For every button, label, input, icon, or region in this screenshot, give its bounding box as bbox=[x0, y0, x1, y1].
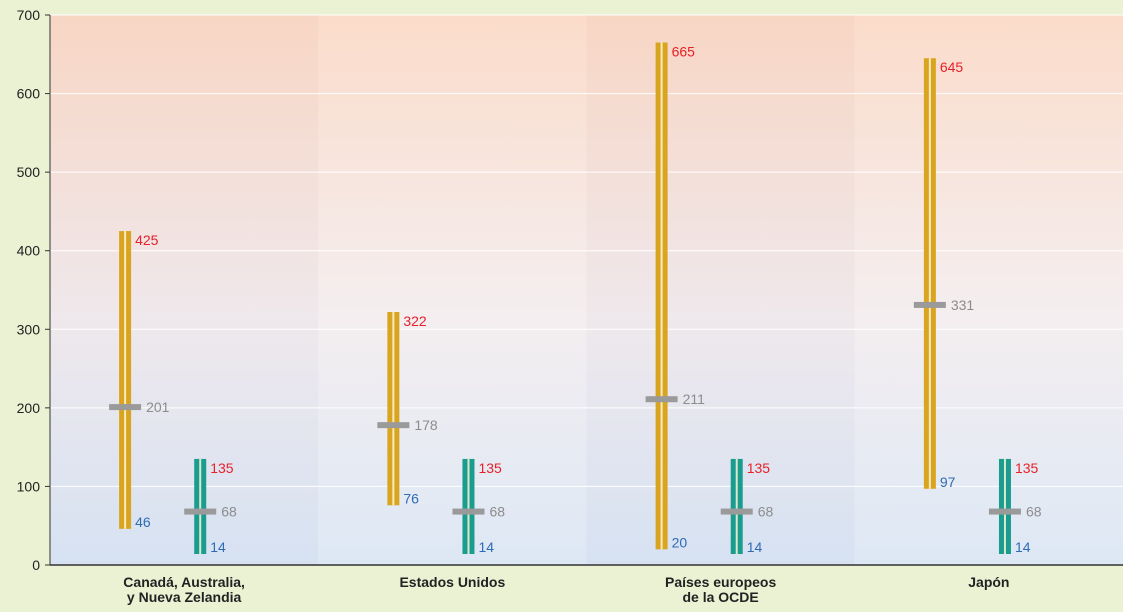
category-band bbox=[586, 15, 855, 565]
range-marks bbox=[109, 42, 1021, 554]
mid-value-label: 68 bbox=[1026, 504, 1042, 520]
mid-value-label: 68 bbox=[221, 504, 237, 520]
y-tick-label: 200 bbox=[17, 400, 41, 416]
max-value-label: 322 bbox=[403, 313, 427, 329]
min-value-label: 14 bbox=[747, 539, 763, 555]
x-category-label: Japón bbox=[968, 574, 1009, 590]
max-value-label: 665 bbox=[672, 44, 696, 60]
axes bbox=[45, 14, 1123, 566]
min-value-label: 97 bbox=[940, 474, 956, 490]
min-value-label: 14 bbox=[210, 539, 226, 555]
mid-marker bbox=[452, 508, 485, 515]
max-value-label: 645 bbox=[940, 59, 964, 75]
min-value-label: 46 bbox=[135, 514, 151, 530]
x-category-label: Canadá, Australia, y Nueva Zelandia bbox=[123, 574, 245, 605]
mid-marker bbox=[184, 508, 217, 515]
x-category-label: Países europeos de la OCDE bbox=[665, 574, 776, 605]
min-value-label: 76 bbox=[403, 490, 419, 506]
range-bar-highlight bbox=[735, 458, 738, 554]
range-bar-highlight bbox=[199, 458, 202, 554]
category-band bbox=[854, 15, 1123, 565]
y-tick-label: 300 bbox=[17, 321, 41, 337]
range-bar-highlight bbox=[392, 312, 395, 506]
category-band bbox=[50, 15, 319, 565]
y-tick-label: 0 bbox=[32, 557, 40, 573]
y-tick-label: 500 bbox=[17, 164, 41, 180]
y-tick-label: 100 bbox=[17, 478, 41, 494]
mid-marker bbox=[913, 301, 946, 308]
range-bar-highlight bbox=[124, 231, 127, 529]
range-bar-highlight bbox=[928, 58, 931, 489]
range-bar-highlight bbox=[1003, 458, 1006, 554]
min-value-label: 14 bbox=[478, 539, 494, 555]
max-value-label: 135 bbox=[478, 460, 502, 476]
category-band bbox=[318, 15, 587, 565]
y-tick-label: 700 bbox=[17, 7, 41, 23]
mid-value-label: 178 bbox=[414, 417, 438, 433]
mid-value-label: 68 bbox=[489, 504, 505, 520]
x-category-label: Estados Unidos bbox=[399, 574, 505, 590]
mid-marker bbox=[377, 422, 410, 429]
mid-value-label: 211 bbox=[683, 391, 706, 407]
mid-marker bbox=[645, 396, 678, 403]
mid-value-label: 201 bbox=[146, 399, 170, 415]
min-value-label: 14 bbox=[1015, 539, 1031, 555]
mid-marker bbox=[720, 508, 753, 515]
mid-marker bbox=[988, 508, 1021, 515]
range-bar-highlight bbox=[660, 42, 663, 550]
max-value-label: 425 bbox=[135, 232, 159, 248]
mid-value-label: 68 bbox=[758, 504, 774, 520]
gridlines bbox=[50, 14, 1123, 487]
y-tick-label: 600 bbox=[17, 86, 41, 102]
labels: 0 100 200 300 400 500 600 700 Canadá, Australia,… bbox=[17, 7, 1042, 605]
max-value-label: 135 bbox=[1015, 460, 1039, 476]
y-tick-label: 400 bbox=[17, 243, 41, 259]
mid-value-label: 331 bbox=[951, 297, 975, 313]
range-bar-highlight bbox=[467, 458, 470, 554]
max-value-label: 135 bbox=[210, 460, 234, 476]
category-bands bbox=[50, 15, 1123, 565]
mid-marker bbox=[109, 404, 142, 411]
min-value-label: 20 bbox=[672, 534, 688, 550]
max-value-label: 135 bbox=[747, 460, 771, 476]
